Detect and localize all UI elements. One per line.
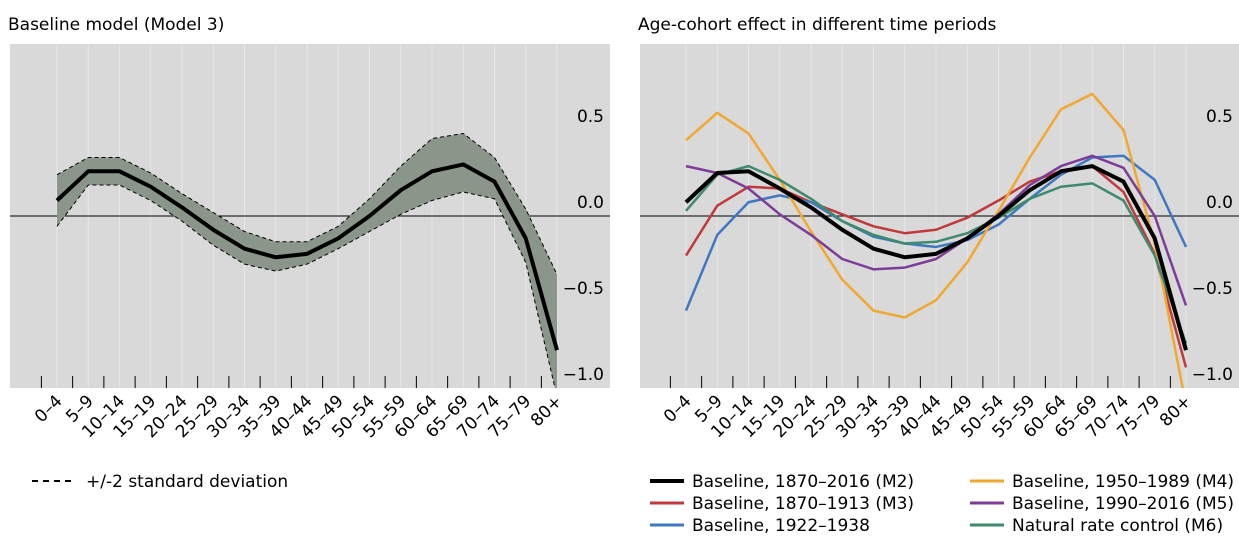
y-tick-label: −1.0 — [563, 365, 604, 385]
legend-label: Baseline, 1990–2016 (M5) — [1012, 494, 1234, 514]
line — [684, 164, 1188, 351]
band-area — [57, 133, 557, 388]
y-tick-label: −0.5 — [563, 279, 604, 299]
y-tick-label: 0.5 — [1206, 107, 1233, 127]
x-tick-label: 0–4 — [31, 391, 66, 426]
x-tick-label: 0–4 — [660, 391, 695, 426]
legend-label: Natural rate control (M6) — [1012, 516, 1223, 536]
y-tick-label: 0.5 — [577, 107, 604, 127]
band-bound — [56, 184, 556, 388]
x-tick-label: 80+ — [527, 391, 567, 431]
y-tick-label: 0.0 — [1206, 193, 1233, 213]
legend-label: Baseline, 1950–1989 (M4) — [1012, 472, 1234, 492]
x-tick-label: 80+ — [1156, 391, 1196, 431]
chart-title: Age-cohort effect in different time peri… — [638, 15, 997, 35]
legend-label: Baseline, 1870–2016 (M2) — [692, 472, 914, 492]
line — [685, 154, 1188, 306]
y-tick-label: −0.5 — [1192, 279, 1233, 299]
legend-label: Baseline, 1870–1913 (M3) — [692, 494, 914, 514]
line — [684, 154, 1188, 312]
chart-title: Baseline model (Model 3) — [8, 15, 224, 35]
plot-area — [10, 44, 610, 388]
y-tick-label: −1.0 — [1192, 365, 1233, 385]
y-tick-label: 0.0 — [577, 193, 604, 213]
plot-area — [640, 44, 1239, 388]
line — [685, 164, 1188, 344]
legend-label: +/-2 standard deviation — [86, 472, 288, 492]
legend-label: Baseline, 1922–1938 — [692, 516, 870, 536]
line — [685, 92, 1184, 388]
band-bound — [56, 132, 558, 275]
line — [684, 164, 1188, 368]
line — [55, 162, 559, 351]
